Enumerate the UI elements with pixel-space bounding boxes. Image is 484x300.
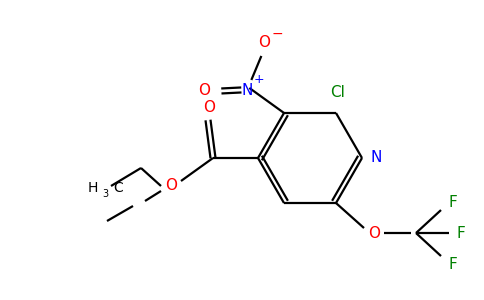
Text: Cl: Cl xyxy=(331,85,346,100)
Text: F: F xyxy=(449,194,458,209)
Text: −: − xyxy=(272,27,283,41)
Text: O: O xyxy=(368,226,380,241)
Text: O: O xyxy=(203,100,215,116)
Text: F: F xyxy=(457,226,466,241)
Text: +: + xyxy=(254,74,265,86)
Text: 3: 3 xyxy=(102,189,108,199)
Text: C: C xyxy=(113,181,123,195)
Text: O: O xyxy=(198,83,211,98)
Text: N: N xyxy=(242,83,253,98)
Text: N: N xyxy=(370,151,382,166)
Text: H: H xyxy=(88,181,98,195)
Text: O: O xyxy=(165,178,177,194)
Text: O: O xyxy=(258,35,271,50)
Text: F: F xyxy=(449,256,458,272)
